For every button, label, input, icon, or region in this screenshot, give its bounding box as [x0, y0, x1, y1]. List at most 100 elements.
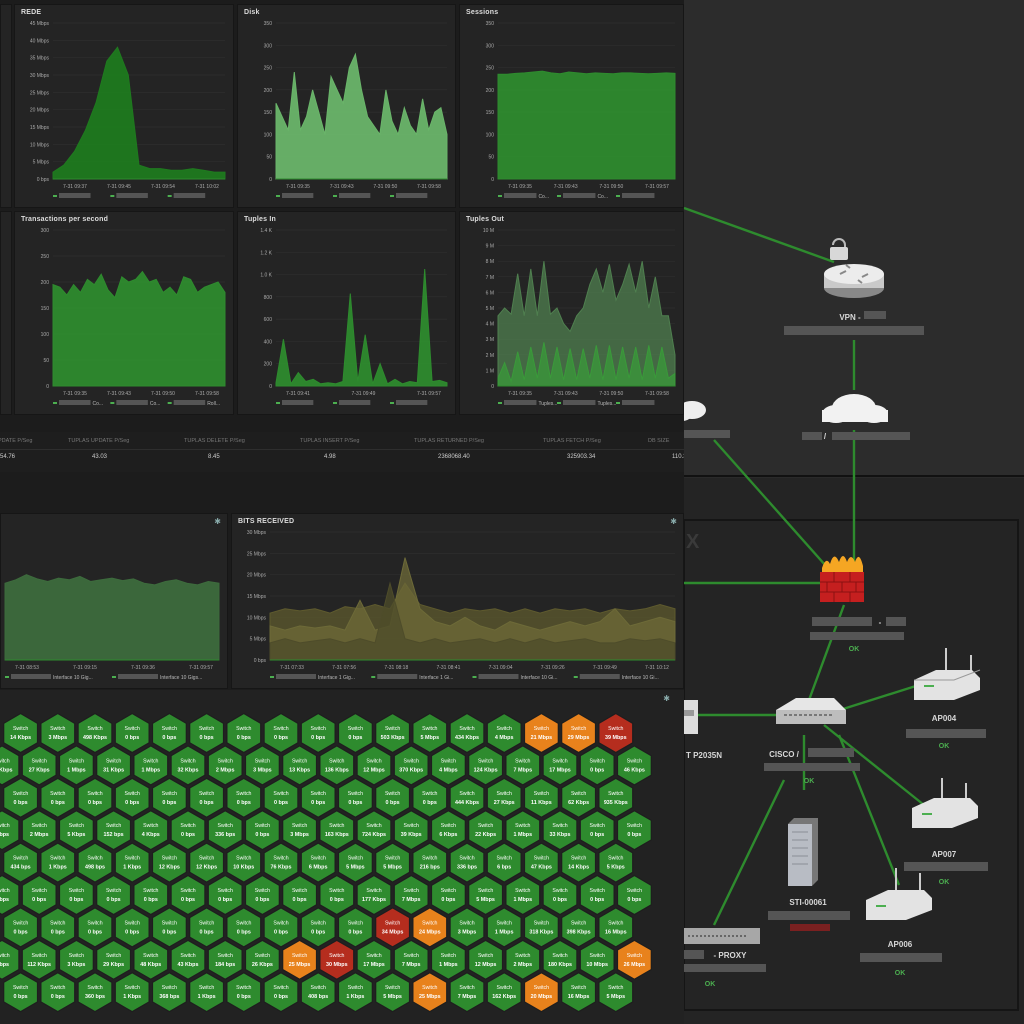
- switch-hex[interactable]: Switch 0 bps: [375, 777, 411, 818]
- gear-icon[interactable]: ✱: [214, 517, 221, 526]
- switch-hex[interactable]: Switch 43 Kbps: [170, 939, 206, 980]
- switch-hex[interactable]: Switch 408 bps: [300, 972, 336, 1013]
- switch-hex[interactable]: Switch 318 Kbps: [523, 907, 559, 948]
- switch-hex[interactable]: Switch 0 bps: [616, 874, 652, 916]
- switch-hex[interactable]: Switch 0 bps: [300, 777, 336, 818]
- ap007-node[interactable]: AP007 OK: [904, 778, 988, 886]
- switch-hex[interactable]: Switch 434 bps: [3, 842, 39, 883]
- switch-hex[interactable]: Switch 0 bps: [21, 874, 57, 916]
- switch-hex[interactable]: Switch 32 Kbps: [170, 745, 206, 786]
- vpn-router-node[interactable]: VPN -: [784, 238, 924, 335]
- switch-hex[interactable]: Switch 1 Mbps: [133, 745, 169, 786]
- switch-hex[interactable]: Switch 4 Mbps: [430, 745, 466, 786]
- switch-hex[interactable]: Switch 0 bps: [114, 907, 150, 948]
- switch-hex[interactable]: Switch 0 bps: [0, 874, 20, 916]
- switch-hex[interactable]: Switch 0 bps: [430, 874, 466, 916]
- switch-hex[interactable]: Switch 2 Mbps: [21, 810, 57, 851]
- switch-hex[interactable]: Switch 76 Kbps: [263, 842, 299, 883]
- switch-hex[interactable]: Switch 136 Kbps: [319, 745, 355, 786]
- switch-hex[interactable]: Switch 62 Kbps: [561, 777, 597, 818]
- switch-hex[interactable]: Switch 17 Mbps: [356, 939, 392, 980]
- switch-hex[interactable]: Switch 29 Kbps: [96, 939, 132, 980]
- switch-hex[interactable]: Switch 27 Kbps: [486, 777, 522, 818]
- switch-hex[interactable]: Switch 724 Kbps: [356, 810, 392, 851]
- switch-hex[interactable]: Switch 0 bps: [40, 777, 76, 818]
- switch-hex[interactable]: Switch 13 Kbps: [282, 745, 318, 786]
- switch-hex[interactable]: Switch 0 bps: [282, 874, 318, 916]
- switch-hex[interactable]: Switch 12 Kbps: [189, 842, 225, 883]
- switch-hex[interactable]: Switch 25 Mbps: [282, 939, 318, 980]
- ap004-node[interactable]: AP004 OK: [906, 648, 986, 750]
- switch-hex[interactable]: Switch 47 Kbps: [523, 842, 559, 883]
- switch-hex[interactable]: Switch 6 bps: [486, 842, 522, 883]
- switch-hex[interactable]: Switch 0 bps: [3, 777, 39, 818]
- switch-hex[interactable]: Switch 3 Mbps: [282, 810, 318, 851]
- switch-hex[interactable]: Switch 3 Mbps: [244, 745, 280, 786]
- proxy-node[interactable]: - PROXY OK: [684, 928, 766, 988]
- switch-hex[interactable]: Switch 0 bps: [226, 777, 262, 818]
- switch-hex[interactable]: Switch 503 Kbps: [375, 712, 411, 754]
- switch-hex[interactable]: Switch 0 bps: [337, 907, 373, 948]
- switch-hex[interactable]: Switch 0 bps: [189, 712, 225, 754]
- switch-hex[interactable]: Switch 0 bps: [542, 874, 578, 916]
- cisco-switch-node[interactable]: CISCO / OK: [764, 698, 860, 785]
- switch-hex[interactable]: Switch 0 bps: [96, 874, 132, 916]
- firewall-node[interactable]: - OK: [810, 556, 906, 653]
- switch-hex[interactable]: Switch 16 Mbps: [561, 972, 597, 1013]
- switch-hex[interactable]: Switch 3 Mbps: [40, 712, 76, 754]
- switch-hex[interactable]: Switch 5 Kbps: [58, 810, 94, 851]
- switch-hex[interactable]: Switch 10 Kbps: [226, 842, 262, 883]
- switch-hex[interactable]: Switch 0 bps: [40, 972, 76, 1013]
- switch-hex[interactable]: Switch 0 bps: [263, 972, 299, 1013]
- switch-hex[interactable]: Switch 46 Kbps: [616, 745, 652, 786]
- switch-hex[interactable]: Switch 444 Kbps: [449, 777, 485, 818]
- switch-hex[interactable]: Switch 31 Kbps: [96, 745, 132, 786]
- switch-hex[interactable]: Switch 0 bps: [337, 712, 373, 754]
- switch-hex[interactable]: Switch 0 bps: [412, 777, 448, 818]
- switch-hex[interactable]: Switch 1 Mbps: [430, 939, 466, 980]
- switch-hex[interactable]: Switch 7 Mbps: [393, 874, 429, 916]
- switch-hex[interactable]: Switch 1 Kbps: [114, 842, 150, 883]
- switch-hex[interactable]: Switch 0 bps: [300, 712, 336, 754]
- switch-hex[interactable]: Switch 26 Kbps: [244, 939, 280, 980]
- switch-hex[interactable]: Switch 152 bps: [96, 810, 132, 851]
- switch-hex[interactable]: Switch 1 Kbps: [337, 972, 373, 1013]
- switch-hex[interactable]: Switch 0 bps: [114, 712, 150, 754]
- switch-hex[interactable]: Switch 0 bps: [244, 874, 280, 916]
- switch-hex[interactable]: Switch 434 Kbps: [449, 712, 485, 754]
- switch-hex[interactable]: Switch 0 bps: [263, 907, 299, 948]
- switch-hex[interactable]: Switch 162 Kbps: [486, 972, 522, 1013]
- switch-hex[interactable]: Switch 163 Kbps: [319, 810, 355, 851]
- switch-hex[interactable]: Switch 0 bps: [207, 874, 243, 916]
- switch-hex[interactable]: Switch 7 Mbps: [393, 939, 429, 980]
- switch-hex[interactable]: Switch 0 bps: [263, 777, 299, 818]
- cloud-node[interactable]: /: [802, 394, 910, 441]
- switch-hex[interactable]: Switch 398 Kbps: [561, 907, 597, 948]
- switch-hex[interactable]: Switch 14 Kbps: [3, 712, 39, 754]
- switch-hex[interactable]: Switch 5 Mbps: [412, 712, 448, 754]
- switch-hex[interactable]: Switch 0 bps: [244, 810, 280, 851]
- switch-hex[interactable]: Switch 0 bps: [40, 907, 76, 948]
- switch-hex[interactable]: Switch 1 Kbps: [40, 842, 76, 883]
- switch-hex[interactable]: Switch 22 Kbps: [468, 810, 504, 851]
- switch-hex[interactable]: Switch 0 bps: [189, 777, 225, 818]
- switch-hex[interactable]: Switch 6 Kbps: [430, 810, 466, 851]
- switch-hex[interactable]: Switch 14 Kbps: [561, 842, 597, 883]
- switch-hex[interactable]: Switch 0 bps: [189, 907, 225, 948]
- switch-hex[interactable]: Switch 2 Mbps: [505, 939, 541, 980]
- switch-hex[interactable]: Switch 30 Mbps: [319, 939, 355, 980]
- switch-hex[interactable]: Switch 5 Mbps: [375, 842, 411, 883]
- switch-hex[interactable]: Switch 11 Kbps: [523, 777, 559, 818]
- switch-hex[interactable]: Switch 4 Mbps: [486, 712, 522, 754]
- switch-hex[interactable]: Switch 27 Kbps: [21, 745, 57, 786]
- switch-hex[interactable]: Switch 48 Kbps: [133, 939, 169, 980]
- switch-hex[interactable]: Switch 24 Mbps: [412, 907, 448, 948]
- switch-hex[interactable]: Switch 216 bps: [412, 842, 448, 883]
- switch-hex[interactable]: Switch 33 Kbps: [542, 810, 578, 851]
- switch-hex[interactable]: Switch 0 bps: [114, 777, 150, 818]
- switch-hex[interactable]: Switch 1 Mbps: [58, 745, 94, 786]
- switch-hex[interactable]: Switch 370 Kbps: [393, 745, 429, 786]
- gear-icon[interactable]: ✱: [670, 517, 677, 526]
- switch-hex[interactable]: Switch 0 bps: [0, 810, 20, 851]
- switch-hex[interactable]: Switch 28 Kbps: [0, 745, 20, 786]
